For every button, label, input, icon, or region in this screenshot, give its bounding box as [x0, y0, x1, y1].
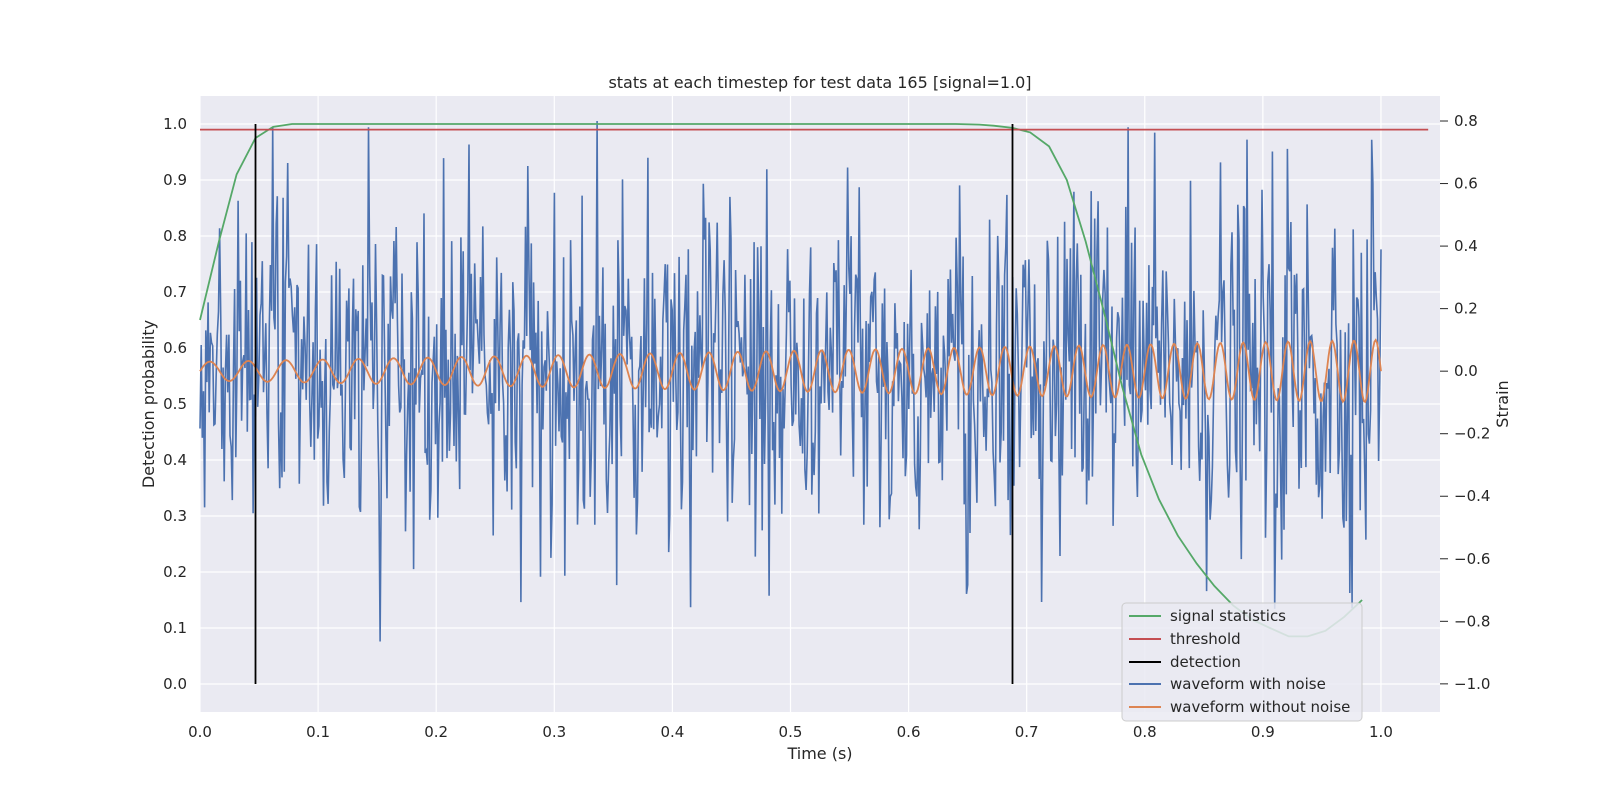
x-tick-label: 0.4	[660, 723, 684, 741]
right-y-tick-label: −0.4	[1454, 487, 1490, 505]
x-axis-ticks: 0.0 0.1 0.2 0.3 0.4 0.5 0.6 0.7 0.8 0.9 1.0	[188, 723, 1393, 741]
x-tick-label: 0.5	[779, 723, 803, 741]
right-y-tick-label: 0.2	[1454, 300, 1478, 318]
left-y-tick-label: 0.7	[163, 283, 187, 301]
right-y-tick-label: −1.0	[1454, 675, 1490, 693]
legend-label-detection: detection	[1170, 653, 1241, 671]
x-tick-label: 0.2	[424, 723, 448, 741]
left-y-tick-label: 1.0	[163, 115, 187, 133]
left-y-tick-label: 0.4	[163, 451, 187, 469]
legend-label-waveform-with-noise: waveform with noise	[1170, 675, 1326, 693]
right-y-tick-label: 0.4	[1454, 237, 1478, 255]
left-y-tick-label: 0.1	[163, 619, 187, 637]
right-y-tick-label: 0.8	[1454, 112, 1478, 130]
left-y-tick-label: 0.8	[163, 227, 187, 245]
left-axis-ticks: 0.0 0.1 0.2 0.3 0.4 0.5 0.6 0.7 0.8 0.9 1.0	[163, 115, 187, 693]
x-tick-label: 0.3	[542, 723, 566, 741]
series-waveform-with-noise	[199, 120, 1382, 642]
left-axis-label: Detection probability	[139, 320, 158, 488]
right-y-tick-label: 0.0	[1454, 362, 1478, 380]
legend-label-threshold: threshold	[1170, 630, 1241, 648]
right-axis-ticks: −1.0 −0.8 −0.6 −0.4 −0.2 0.0 0.2 0.4 0.6 0.8	[1440, 112, 1490, 693]
x-tick-label: 0.8	[1133, 723, 1157, 741]
left-y-tick-label: 0.0	[163, 675, 187, 693]
x-tick-label: 0.6	[897, 723, 921, 741]
right-axis-label: Strain	[1493, 380, 1512, 427]
x-tick-label: 0.0	[188, 723, 212, 741]
chart-title: stats at each timestep for test data 165…	[608, 73, 1031, 92]
x-tick-label: 0.1	[306, 723, 330, 741]
right-y-tick-label: −0.2	[1454, 425, 1490, 443]
legend-label-signal-statistics: signal statistics	[1170, 607, 1286, 625]
right-y-tick-label: −0.6	[1454, 550, 1490, 568]
x-axis-label: Time (s)	[786, 744, 852, 763]
series-waveform-without-noise	[199, 338, 1382, 404]
left-y-tick-label: 0.2	[163, 563, 187, 581]
left-y-tick-label: 0.6	[163, 339, 187, 357]
x-tick-label: 1.0	[1369, 723, 1393, 741]
left-y-tick-label: 0.3	[163, 507, 187, 525]
right-y-tick-label: −0.8	[1454, 612, 1490, 630]
left-y-tick-label: 0.9	[163, 171, 187, 189]
left-y-tick-label: 0.5	[163, 395, 187, 413]
legend-frame	[1121, 602, 1363, 722]
x-tick-label: 0.7	[1015, 723, 1039, 741]
right-y-tick-label: 0.6	[1454, 175, 1478, 193]
x-tick-label: 0.9	[1251, 723, 1275, 741]
legend: signal statistics threshold detection wa…	[1121, 602, 1363, 722]
legend-label-waveform-without-noise: waveform without noise	[1170, 698, 1350, 716]
